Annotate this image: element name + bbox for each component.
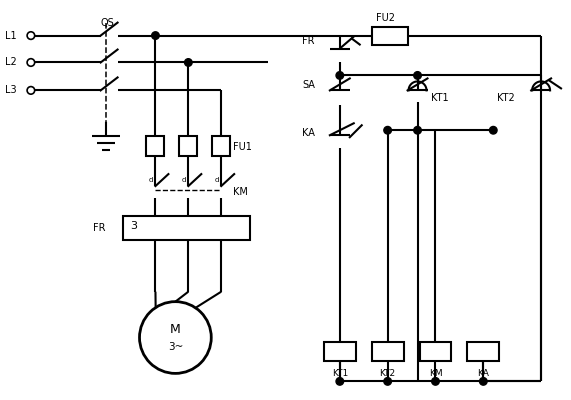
Circle shape <box>414 72 421 79</box>
Circle shape <box>184 59 192 66</box>
Text: FU1: FU1 <box>233 142 252 152</box>
Text: KM: KM <box>233 187 248 197</box>
Text: FR: FR <box>302 36 315 46</box>
Text: d: d <box>182 177 186 183</box>
Circle shape <box>384 378 392 385</box>
Circle shape <box>139 302 211 373</box>
Circle shape <box>336 378 344 385</box>
Text: L3: L3 <box>5 85 17 95</box>
Text: FU2: FU2 <box>376 13 395 23</box>
Text: M: M <box>170 323 181 336</box>
Bar <box>372 342 404 362</box>
Text: KA: KA <box>477 369 489 378</box>
Text: KT2: KT2 <box>497 93 515 103</box>
Circle shape <box>480 378 487 385</box>
Bar <box>468 342 499 362</box>
Text: 3~: 3~ <box>168 342 183 352</box>
Bar <box>324 342 356 362</box>
Text: KT2: KT2 <box>380 369 396 378</box>
Circle shape <box>489 126 497 134</box>
Text: L2: L2 <box>5 58 17 68</box>
Bar <box>372 27 408 44</box>
Text: KM: KM <box>429 369 443 378</box>
Text: KT1: KT1 <box>332 369 348 378</box>
Text: SA: SA <box>302 80 315 90</box>
Bar <box>420 342 452 362</box>
Circle shape <box>414 126 421 134</box>
Bar <box>212 136 230 156</box>
Circle shape <box>27 59 35 66</box>
Circle shape <box>432 378 439 385</box>
Text: d: d <box>214 177 219 183</box>
Circle shape <box>152 32 159 39</box>
Circle shape <box>27 86 35 94</box>
Circle shape <box>27 32 35 39</box>
Bar <box>123 216 250 240</box>
Circle shape <box>384 126 392 134</box>
Text: d: d <box>148 177 153 183</box>
Text: QS: QS <box>100 18 114 28</box>
Text: FR: FR <box>93 223 105 233</box>
Text: 3: 3 <box>131 221 138 231</box>
Bar <box>179 136 198 156</box>
Text: KT1: KT1 <box>432 93 449 103</box>
Bar <box>147 136 164 156</box>
Circle shape <box>336 72 344 79</box>
Text: L1: L1 <box>5 30 17 40</box>
Text: KA: KA <box>302 128 315 138</box>
